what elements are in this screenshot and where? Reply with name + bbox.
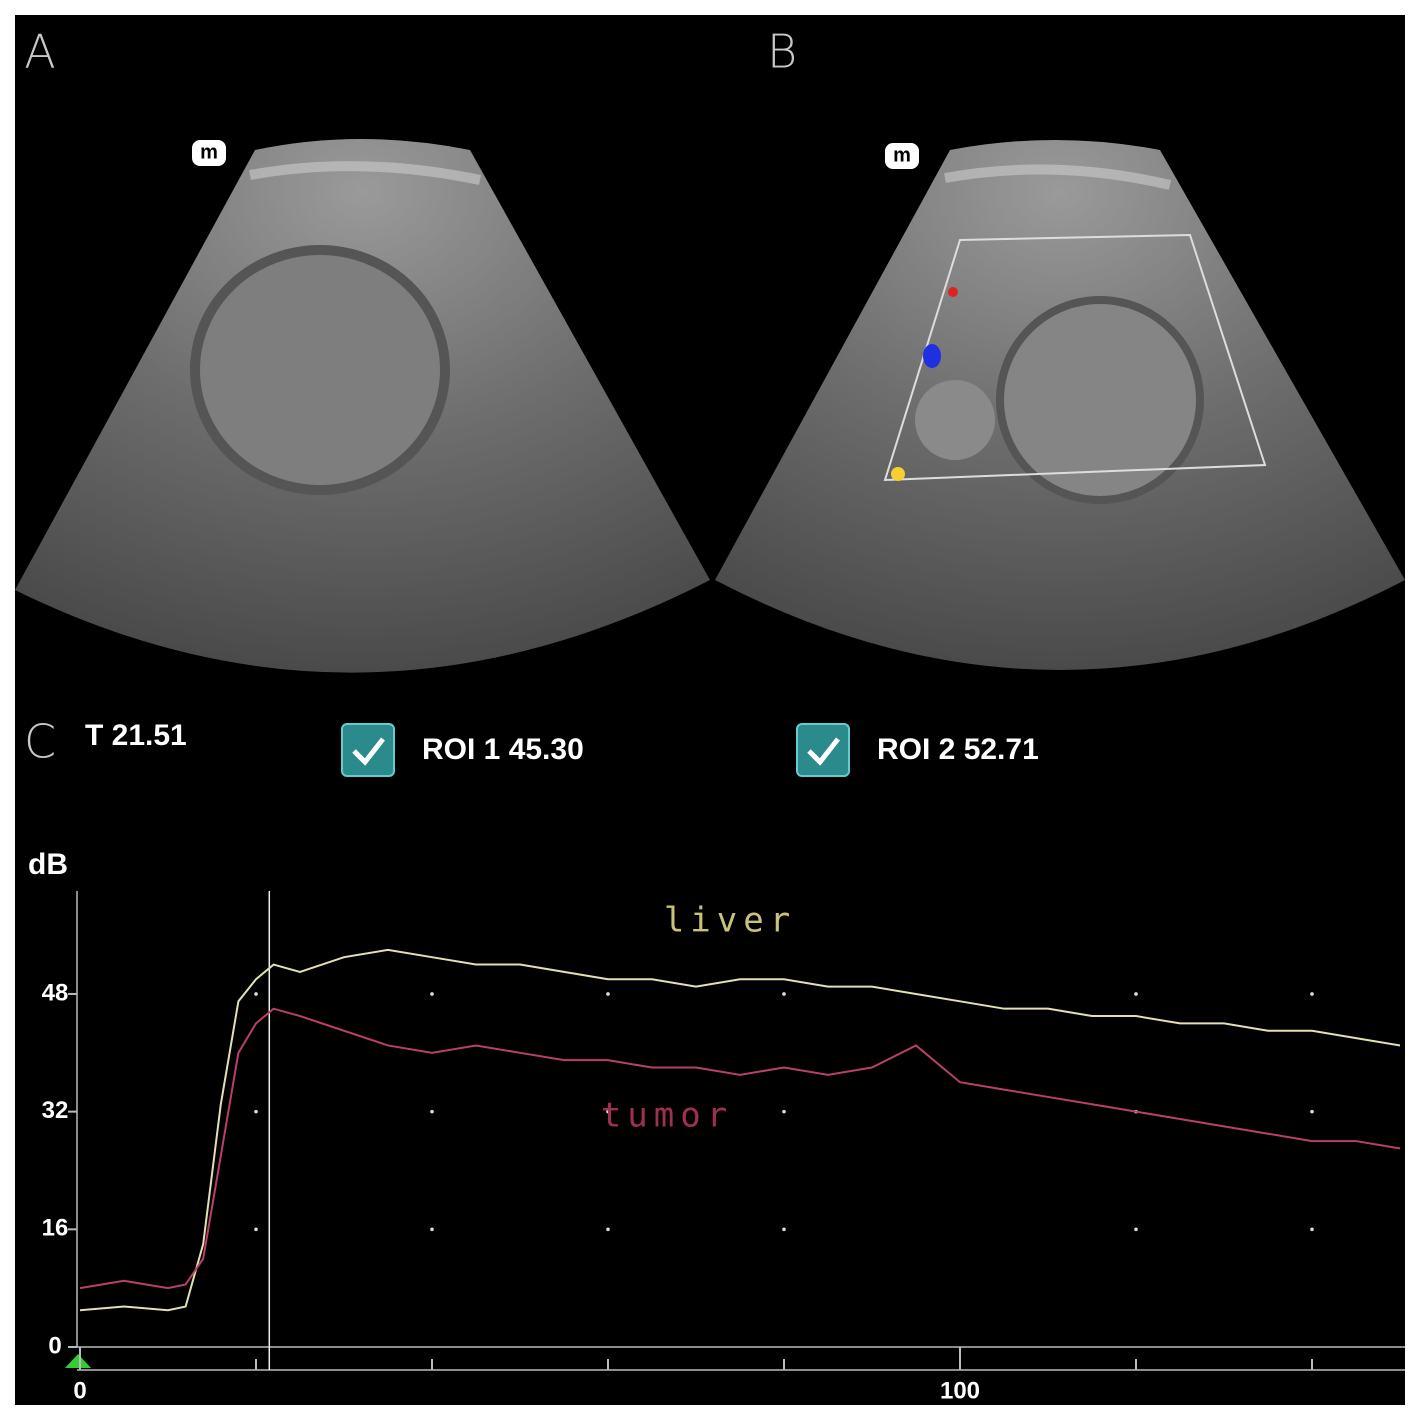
cursor-label: T 21.51	[85, 719, 187, 752]
flow-signal	[923, 344, 941, 368]
marker-box	[192, 140, 226, 166]
panel-label: A	[24, 25, 55, 79]
grid-dot	[430, 1109, 434, 1114]
roi-label: ROI 1 45.30	[422, 733, 584, 766]
marker: m	[200, 141, 218, 163]
y-tick-label: 0	[48, 1332, 61, 1359]
grid-dot	[1134, 992, 1138, 996]
y-tick-label: 48	[42, 979, 69, 1006]
grid-dot	[606, 1227, 610, 1232]
checkbox	[796, 723, 850, 777]
panel-label: C	[24, 715, 56, 769]
origin-marker	[65, 1354, 91, 1368]
grid-dot	[1310, 1109, 1314, 1114]
tissue-layer	[249, 161, 482, 185]
y-axis-label: dB	[28, 848, 68, 881]
flow-signal	[891, 467, 905, 481]
grid-dot	[254, 1109, 258, 1114]
marker: m	[893, 144, 911, 166]
grid-dot	[430, 992, 434, 996]
y-tick-label: 32	[42, 1097, 69, 1124]
mass	[190, 245, 450, 495]
check-mark	[352, 737, 385, 766]
roi-label: ROI 2 52.71	[877, 733, 1039, 766]
x-tick-label: 0	[73, 1377, 86, 1404]
grid-dot	[782, 1109, 786, 1114]
grid-dot	[1134, 1227, 1138, 1232]
grid-dot	[782, 1227, 786, 1232]
grid-dot	[606, 992, 610, 996]
grid-dot	[1310, 1227, 1314, 1232]
series-line	[79, 948, 1401, 1312]
tissue-layer	[944, 164, 1172, 190]
grid-dot	[430, 1227, 434, 1232]
mass	[915, 380, 995, 460]
panel-label: B	[767, 25, 797, 79]
marker-box	[885, 143, 919, 169]
y-tick-label: 16	[42, 1215, 69, 1242]
grid-dot	[782, 992, 786, 996]
series-line	[79, 1007, 1401, 1290]
mass	[996, 296, 1204, 504]
x-tick-label: 100	[940, 1377, 980, 1404]
check-mark	[807, 737, 840, 766]
grid-dot	[606, 1109, 610, 1114]
grid-dot	[254, 992, 258, 996]
roi-box	[883, 233, 1267, 482]
grid-dot	[254, 1227, 258, 1232]
annotation: tumor	[601, 1096, 733, 1136]
flow-signal	[948, 287, 958, 297]
grid-dot	[1310, 992, 1314, 996]
annotation: liver	[664, 901, 796, 941]
checkbox	[341, 723, 395, 777]
